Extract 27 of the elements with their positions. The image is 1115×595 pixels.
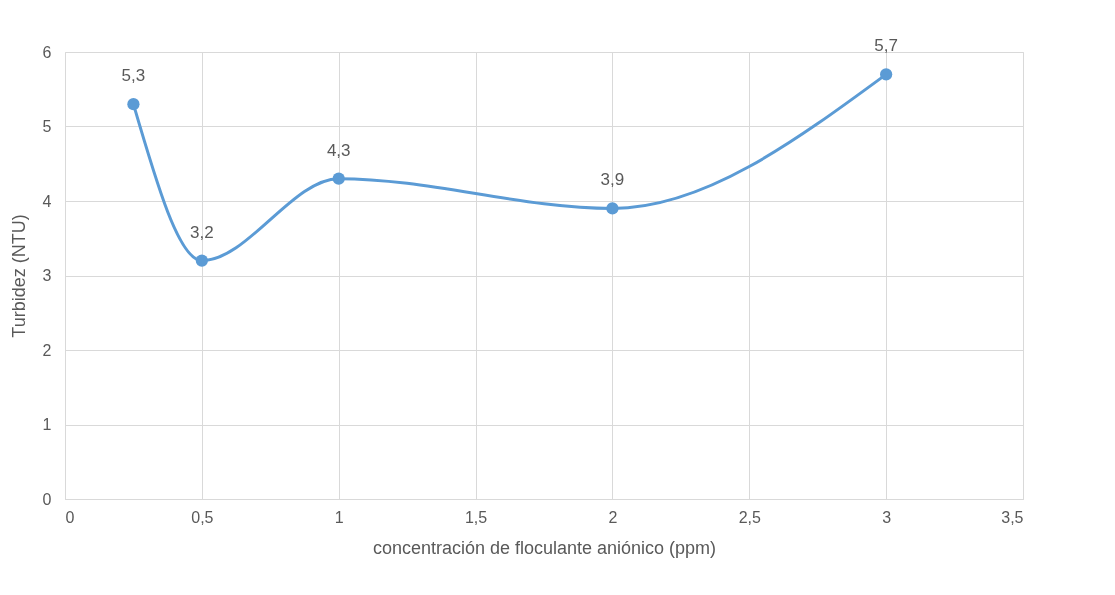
- y-tick-label: 3: [42, 267, 52, 284]
- y-axis-title: Turbidez (NTU): [8, 214, 29, 338]
- y-tick-label: 6: [42, 43, 52, 61]
- y-tick-label: 1: [42, 416, 52, 433]
- point: [606, 202, 619, 215]
- data-label: 5,7: [874, 36, 898, 56]
- y-tick-label: 0: [42, 490, 52, 508]
- data-label: 3,9: [600, 170, 625, 190]
- x-tick-label: 2,5: [738, 508, 761, 526]
- x-tick-label: 1,5: [464, 508, 488, 526]
- x-tick-label: 2: [608, 508, 618, 526]
- x-axis-title: concentración de floculante aniónico (ppm): [372, 537, 717, 558]
- point: [332, 172, 345, 185]
- point: [127, 98, 140, 111]
- data-label: 5,3: [121, 66, 146, 86]
- data-label: 3,2: [190, 222, 214, 242]
- x-tick-label: 3,5: [1001, 508, 1024, 526]
- y-tick-label: 4: [42, 192, 52, 210]
- point: [880, 68, 893, 81]
- data-label: 4,3: [326, 140, 351, 160]
- y-tick-label: 2: [42, 341, 52, 359]
- y-tick-label: 5: [42, 118, 52, 135]
- point: [195, 254, 208, 267]
- x-tick-label: 3: [882, 508, 892, 526]
- x-tick-label: 0: [65, 508, 75, 526]
- x-tick-label: 0,5: [191, 508, 214, 526]
- x-tick-label: 1: [334, 508, 344, 526]
